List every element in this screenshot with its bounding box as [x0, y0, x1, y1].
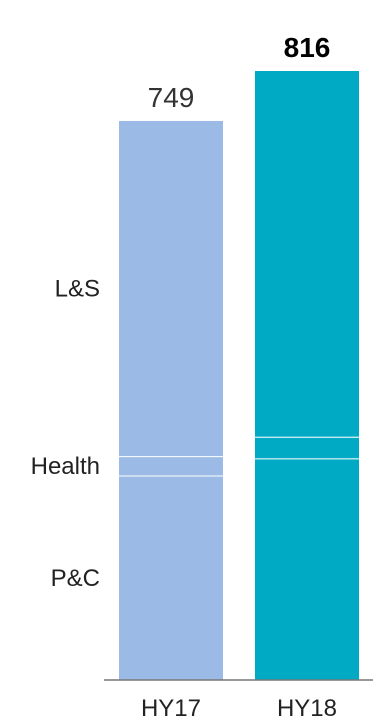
bar-hy18-pc [255, 458, 359, 680]
segment-label-health: Health [31, 453, 100, 480]
bar-hy17-health [119, 456, 223, 476]
segment-label-pc: P&C [51, 565, 100, 592]
data-label-total-hy17: 749 [148, 82, 195, 113]
bars-layer [119, 71, 359, 680]
bar-hy17-pc [119, 475, 223, 680]
bar-hy18-health [255, 436, 359, 459]
labels-layer: 749 HY17 816 HY18 P&C Health L&S [31, 32, 337, 722]
x-tick-label-hy17: HY17 [141, 695, 201, 722]
segment-label-ls: L&S [55, 276, 100, 303]
x-tick-label-hy18: HY18 [277, 695, 337, 722]
bar-hy17-ls [119, 121, 223, 457]
bar-hy18-ls [255, 71, 359, 437]
data-label-total-hy18: 816 [284, 32, 331, 63]
